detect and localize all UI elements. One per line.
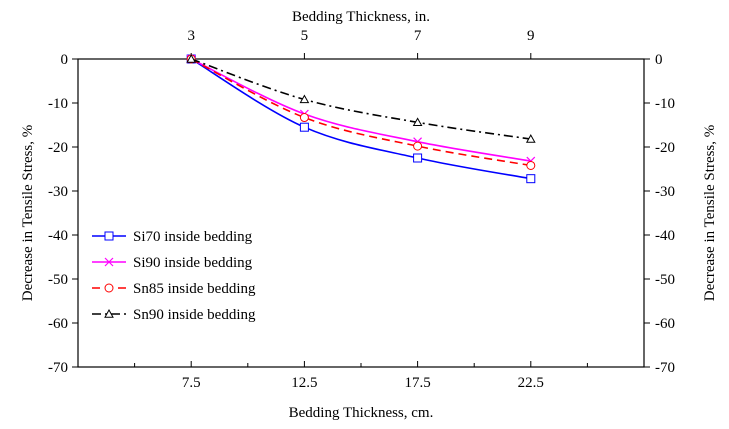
top-x-tick-label: 3 xyxy=(187,28,195,44)
legend-marker xyxy=(104,231,114,241)
x-tick-label: 7.5 xyxy=(182,375,201,391)
data-point xyxy=(413,153,423,163)
top-x-tick-label: 7 xyxy=(414,28,422,44)
data-point xyxy=(526,174,536,184)
series-line xyxy=(190,58,531,167)
data-point xyxy=(299,122,309,132)
legend-marker xyxy=(104,257,114,267)
x-tick-label: 17.5 xyxy=(404,375,430,391)
y-axis-label-right: Decrease in Tensile Stress, % xyxy=(702,125,718,302)
legend-marker xyxy=(104,308,114,318)
series-group xyxy=(186,53,536,184)
series-line xyxy=(190,58,531,140)
y-tick-label-right: -20 xyxy=(655,140,675,156)
data-point xyxy=(186,53,197,63)
legend-label: Sn85 inside bedding xyxy=(133,281,256,297)
y-tick-label-right: 0 xyxy=(655,52,663,68)
legend-item: Si70 inside bedding xyxy=(92,229,253,245)
series-line xyxy=(190,58,531,162)
legend-label: Sn90 inside bedding xyxy=(133,307,256,323)
y-axis-label: Decrease in Tensile Stress, % xyxy=(20,125,36,302)
series-2 xyxy=(186,54,536,170)
data-point xyxy=(299,113,309,123)
y-tick-label-left: 0 xyxy=(61,52,69,68)
axes: 0 0 -10 -10 -20 -20 -30 -30 -40 -40 -50 -50 -60 -60 -7… xyxy=(48,28,675,391)
data-point xyxy=(299,94,310,104)
legend-label: Si70 inside bedding xyxy=(133,229,253,245)
y-tick-label-right: -60 xyxy=(655,316,675,332)
legend: Si70 inside bedding Si90 inside bedding Sn… xyxy=(92,229,256,323)
y-tick-label-left: -70 xyxy=(48,360,68,376)
y-tick-label-left: -30 xyxy=(48,184,68,200)
x-tick-label: 12.5 xyxy=(291,375,317,391)
legend-item: Sn85 inside bedding xyxy=(92,281,256,297)
series-0 xyxy=(186,54,536,184)
legend-item: Sn90 inside bedding xyxy=(92,307,256,323)
data-point xyxy=(413,141,423,151)
y-tick-label-left: -50 xyxy=(48,272,68,288)
data-point xyxy=(526,160,536,170)
x-axis-label: Bedding Thickness, cm. xyxy=(289,405,434,421)
top-x-tick-label: 5 xyxy=(301,28,309,44)
y-tick-label-right: -10 xyxy=(655,96,675,112)
series-line xyxy=(190,58,531,180)
y-tick-label-left: -40 xyxy=(48,228,68,244)
y-tick-label-left: -10 xyxy=(48,96,68,112)
y-tick-label-left: -60 xyxy=(48,316,68,332)
legend-label: Si90 inside bedding xyxy=(133,255,253,271)
x-tick-label: 22.5 xyxy=(518,375,544,391)
top-x-tick-label: 9 xyxy=(527,28,535,44)
y-tick-label-right: -30 xyxy=(655,184,675,200)
series-3 xyxy=(186,53,536,143)
legend-item: Si90 inside bedding xyxy=(92,255,253,271)
y-tick-label-left: -20 xyxy=(48,140,68,156)
legend-marker xyxy=(104,283,114,293)
top-x-axis-label: Bedding Thickness, in. xyxy=(292,9,430,25)
y-tick-label-right: -40 xyxy=(655,228,675,244)
y-tick-label-right: -70 xyxy=(655,360,675,376)
data-point xyxy=(412,117,423,127)
series-1 xyxy=(186,54,536,166)
data-point xyxy=(525,134,536,143)
y-tick-label-right: -50 xyxy=(655,272,675,288)
